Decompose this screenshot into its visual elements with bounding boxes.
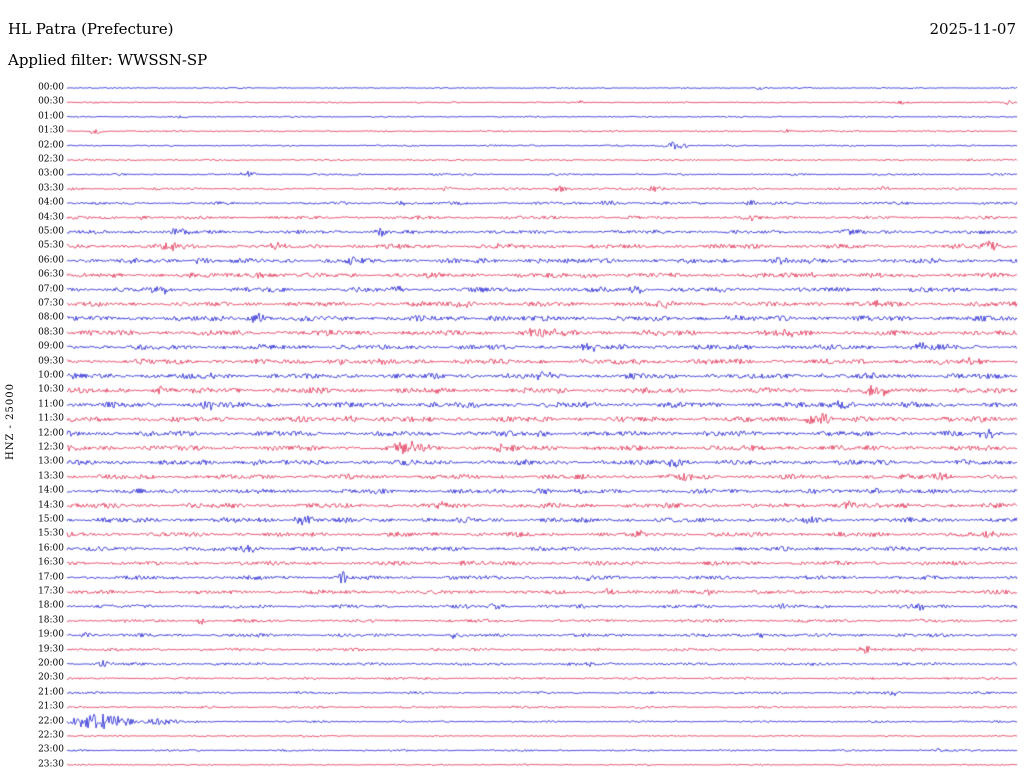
time-label: 18:30 <box>38 615 64 626</box>
time-label: 00:00 <box>38 82 64 93</box>
time-label: 16:00 <box>38 543 64 554</box>
time-label: 03:00 <box>38 168 64 179</box>
time-label: 21:00 <box>38 687 64 698</box>
time-label: 18:00 <box>38 600 64 611</box>
time-label: 06:30 <box>38 269 64 280</box>
time-label: 23:00 <box>38 744 64 755</box>
time-label: 22:30 <box>38 730 64 741</box>
time-label: 03:30 <box>38 183 64 194</box>
time-label: 10:00 <box>38 370 64 381</box>
time-label: 01:30 <box>38 125 64 136</box>
time-label: 19:30 <box>38 644 64 655</box>
time-label: 22:00 <box>38 716 64 727</box>
time-label: 20:00 <box>38 658 64 669</box>
time-label: 05:30 <box>38 240 64 251</box>
time-label: 07:00 <box>38 284 64 295</box>
time-label: 15:00 <box>38 514 64 525</box>
time-label: 13:30 <box>38 471 64 482</box>
time-label: 17:00 <box>38 572 64 583</box>
time-label: 14:00 <box>38 485 64 496</box>
time-label: 09:30 <box>38 356 64 367</box>
time-label: 08:30 <box>38 327 64 338</box>
time-label: 04:00 <box>38 197 64 208</box>
time-label: 12:00 <box>38 428 64 439</box>
time-label: 23:30 <box>38 759 64 770</box>
time-label: 20:30 <box>38 672 64 683</box>
time-label: 14:30 <box>38 500 64 511</box>
time-label: 02:30 <box>38 154 64 165</box>
time-label: 02:00 <box>38 140 64 151</box>
time-label: 04:30 <box>38 212 64 223</box>
time-label: 13:00 <box>38 456 64 467</box>
time-label: 06:00 <box>38 255 64 266</box>
time-label: 00:30 <box>38 96 64 107</box>
time-label: 21:30 <box>38 701 64 712</box>
time-label: 15:30 <box>38 528 64 539</box>
time-label: 09:00 <box>38 341 64 352</box>
time-label: 08:00 <box>38 312 64 323</box>
time-label: 19:00 <box>38 629 64 640</box>
time-label: 17:30 <box>38 586 64 597</box>
time-label: 10:30 <box>38 384 64 395</box>
time-label: 05:00 <box>38 226 64 237</box>
time-label: 16:30 <box>38 557 64 568</box>
time-label: 11:00 <box>38 399 64 410</box>
time-label: 01:00 <box>38 111 64 122</box>
time-label: 11:30 <box>38 413 64 424</box>
time-label: 07:30 <box>38 298 64 309</box>
time-label: 12:30 <box>38 442 64 453</box>
